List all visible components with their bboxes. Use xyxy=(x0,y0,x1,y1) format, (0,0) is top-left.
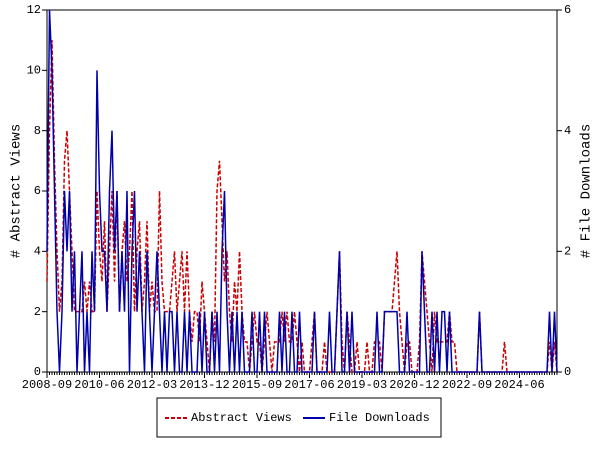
legend-label: File Downloads xyxy=(329,411,430,425)
y-tick-label: 4 xyxy=(34,245,41,259)
y2-tick-label: 2 xyxy=(564,245,571,259)
y-axis-title: # Abstract Views xyxy=(9,124,25,258)
legend-label: Abstract Views xyxy=(191,411,292,425)
y-tick-label: 12 xyxy=(27,3,41,17)
x-tick-label: 2019-03 xyxy=(337,378,387,392)
x-tick-label: 2020-12 xyxy=(389,378,439,392)
y-tick-label: 0 xyxy=(34,365,41,379)
y2-tick-label: 6 xyxy=(564,3,571,17)
x-tick-label: 2022-09 xyxy=(442,378,492,392)
y2-tick-label: 0 xyxy=(564,365,571,379)
x-tick-label: 2010-06 xyxy=(74,378,124,392)
y2-axis-title: # File Downloads xyxy=(579,124,595,258)
x-tick-label: 2024-06 xyxy=(494,378,544,392)
x-tick-label: 2008-09 xyxy=(22,378,72,392)
x-tick-label: 2013-12 xyxy=(179,378,229,392)
x-tick-label: 2017-06 xyxy=(284,378,334,392)
x-tick-label: 2012-03 xyxy=(127,378,177,392)
y-tick-label: 10 xyxy=(27,64,41,78)
y-tick-label: 2 xyxy=(34,305,41,319)
legend-box xyxy=(156,397,442,438)
x-tick-label: 2015-09 xyxy=(232,378,282,392)
y-tick-label: 8 xyxy=(34,124,41,138)
y-tick-label: 6 xyxy=(34,184,41,198)
y2-tick-label: 4 xyxy=(564,124,571,138)
series-line xyxy=(46,9,558,373)
